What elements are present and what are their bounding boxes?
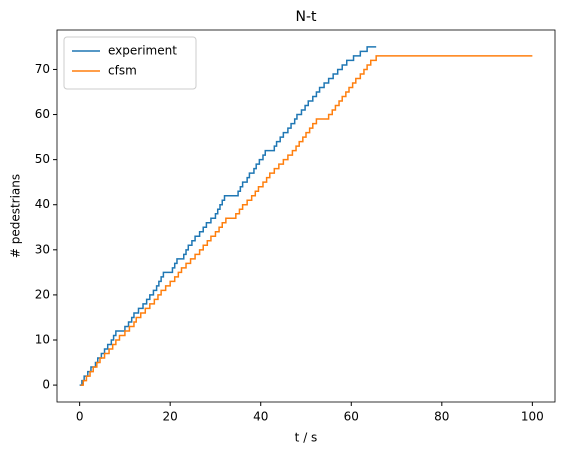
y-tick-label: 70 (35, 62, 50, 76)
legend-label: experiment (108, 44, 177, 58)
x-tick-label: 60 (344, 410, 359, 424)
data-line (80, 55, 533, 386)
x-tick-label: 40 (253, 410, 268, 424)
data-line (79, 46, 377, 386)
chart-title: N-t (295, 9, 317, 25)
plot-frame (56, 29, 556, 403)
legend-box (63, 36, 197, 90)
x-axis-label: t / s (295, 431, 318, 445)
x-tick-label: 80 (434, 410, 449, 424)
y-tick-label: 60 (35, 107, 50, 121)
y-tick-label: 10 (35, 333, 50, 347)
y-tick-label: 30 (35, 242, 50, 256)
x-tick-label: 0 (76, 410, 84, 424)
y-tick-label: 0 (42, 378, 50, 392)
y-tick-label: 50 (35, 152, 50, 166)
x-tick-label: 20 (163, 410, 178, 424)
y-tick-label: 40 (35, 197, 50, 211)
x-tick-label: 100 (521, 410, 544, 424)
legend-label: cfsm (108, 64, 137, 78)
y-axis-label: # pedestrians (9, 174, 23, 258)
y-tick-label: 20 (35, 287, 50, 301)
